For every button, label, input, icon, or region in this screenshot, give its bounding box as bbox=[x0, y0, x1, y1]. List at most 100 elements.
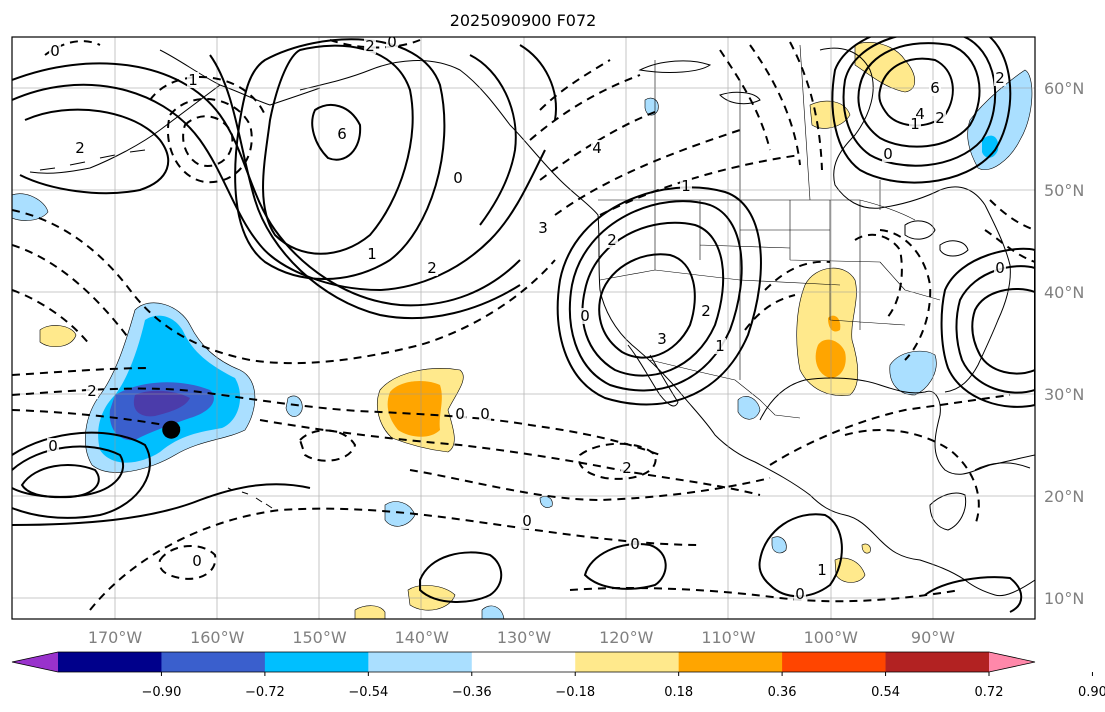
dashed-contours bbox=[12, 39, 1035, 611]
graticule bbox=[12, 37, 1035, 619]
contour-label: 2 bbox=[701, 302, 711, 320]
contour-label: 4 bbox=[592, 139, 602, 157]
positive-patch bbox=[861, 543, 871, 554]
solid-contours bbox=[12, 37, 1035, 613]
contour-negative bbox=[12, 409, 761, 496]
contour-label-bg bbox=[86, 383, 98, 399]
contour-label: 0 bbox=[455, 405, 465, 423]
colorbar-segment bbox=[575, 652, 680, 672]
contour-negative bbox=[578, 442, 657, 480]
contour-label-bg bbox=[336, 126, 348, 142]
colorbar-tick-label: 0.72 bbox=[975, 685, 1004, 700]
contour-high-ring bbox=[831, 37, 1012, 184]
contour-label: 0 bbox=[795, 585, 805, 603]
contour-high-ring bbox=[842, 37, 997, 167]
longitude-labels: 170°W 160°W 150°W 140°W 130°W 120°W 110°W 100°W… bbox=[88, 628, 955, 647]
contour-positive bbox=[469, 54, 517, 226]
contour-label-bg bbox=[656, 331, 668, 347]
lat-tick-label: 60°N bbox=[1044, 79, 1084, 98]
contour-negative bbox=[158, 544, 217, 580]
contour-label-bg bbox=[700, 303, 712, 319]
negative-patch bbox=[285, 395, 303, 417]
contour-label-bg bbox=[882, 146, 894, 162]
contour-negative bbox=[569, 587, 961, 603]
contour-label-bg bbox=[537, 220, 549, 236]
contour-label-bg bbox=[680, 178, 692, 194]
lon-tick-label: 110°W bbox=[701, 628, 756, 647]
contour-label: 0 bbox=[453, 169, 463, 187]
contour-label: 0 bbox=[192, 552, 202, 570]
contour-label-bg bbox=[629, 536, 641, 552]
contour-positive bbox=[262, 44, 414, 255]
contour-negative bbox=[12, 209, 556, 365]
colorbar-segment bbox=[264, 652, 369, 672]
contour-label: 2 bbox=[87, 382, 97, 400]
latitude-labels: 60°N 50°N 40°N 30°N 20°N 10°N bbox=[1044, 79, 1084, 608]
contour-label: 2 bbox=[995, 69, 1005, 87]
contour-label-bg bbox=[591, 140, 603, 156]
contour-zero bbox=[758, 513, 843, 598]
contour-label: 2 bbox=[622, 459, 632, 477]
contour-label-bg bbox=[579, 308, 591, 324]
contour-label: 1 bbox=[715, 337, 725, 355]
us-mexico-border bbox=[649, 359, 801, 419]
contour-label: 3 bbox=[657, 330, 667, 348]
political-borders bbox=[598, 44, 941, 419]
state-borders bbox=[599, 200, 941, 380]
lon-tick-label: 130°W bbox=[497, 628, 552, 647]
contour-label-bg bbox=[191, 553, 203, 569]
contour-negative bbox=[89, 507, 701, 611]
contour-label: 1 bbox=[817, 561, 827, 579]
contour-label: 1 bbox=[910, 115, 920, 133]
contour-high-ring bbox=[568, 200, 743, 392]
contour-label: 0 bbox=[995, 259, 1005, 277]
contour-label-bg bbox=[452, 170, 464, 186]
colorbar-tick-label: −0.36 bbox=[452, 685, 492, 700]
contour-label: 1 bbox=[188, 71, 198, 89]
contour-label: 0 bbox=[48, 437, 58, 455]
contour-label: 0 bbox=[883, 145, 893, 163]
colorbar-tick-label: 0.90 bbox=[1078, 685, 1105, 700]
contour-label: 1 bbox=[681, 177, 691, 195]
east-coast bbox=[944, 204, 1011, 393]
great-lakes bbox=[904, 220, 969, 257]
contour-negative bbox=[12, 387, 661, 456]
contour-high-ring bbox=[556, 186, 762, 406]
contour-positive bbox=[19, 108, 170, 195]
contour-label: 6 bbox=[930, 79, 940, 97]
contour-negative bbox=[984, 199, 1035, 263]
colorbar-segment bbox=[782, 652, 887, 672]
contour-label: 0 bbox=[387, 33, 397, 51]
contour-label: 0 bbox=[630, 535, 640, 553]
lon-tick-label: 170°W bbox=[88, 628, 143, 647]
contour-high-ring bbox=[940, 247, 1035, 408]
negative-patch bbox=[539, 496, 553, 508]
contour-label-bg bbox=[386, 37, 398, 50]
contour-negative bbox=[329, 39, 421, 49]
contour-negative bbox=[12, 367, 151, 376]
lon-tick-label: 100°W bbox=[804, 628, 859, 647]
contour-positive bbox=[12, 431, 151, 519]
contour-zero bbox=[12, 483, 311, 526]
yucatan-coast bbox=[929, 492, 967, 531]
contour-high-ring bbox=[857, 42, 981, 148]
colorbar-tick-label: 0.36 bbox=[768, 685, 797, 700]
contour-negative bbox=[409, 469, 771, 502]
contour-positive bbox=[12, 83, 546, 292]
canada-provinces bbox=[654, 44, 881, 210]
negative-patch bbox=[737, 396, 761, 420]
colorbar-tick-label: −0.18 bbox=[555, 685, 595, 700]
lon-tick-label: 90°W bbox=[911, 628, 955, 647]
lat-tick-label: 20°N bbox=[1044, 487, 1084, 506]
contour-label-bg bbox=[606, 232, 618, 248]
contour-negative bbox=[182, 115, 234, 167]
contour-label-bg bbox=[816, 562, 828, 578]
contour-label: 0 bbox=[50, 42, 60, 60]
hawaii-islands bbox=[227, 487, 273, 509]
lon-tick-label: 150°W bbox=[292, 628, 347, 647]
north-america-coast bbox=[299, 60, 1035, 597]
contour-label-bg bbox=[479, 406, 491, 422]
contour-label-bg bbox=[364, 38, 376, 54]
